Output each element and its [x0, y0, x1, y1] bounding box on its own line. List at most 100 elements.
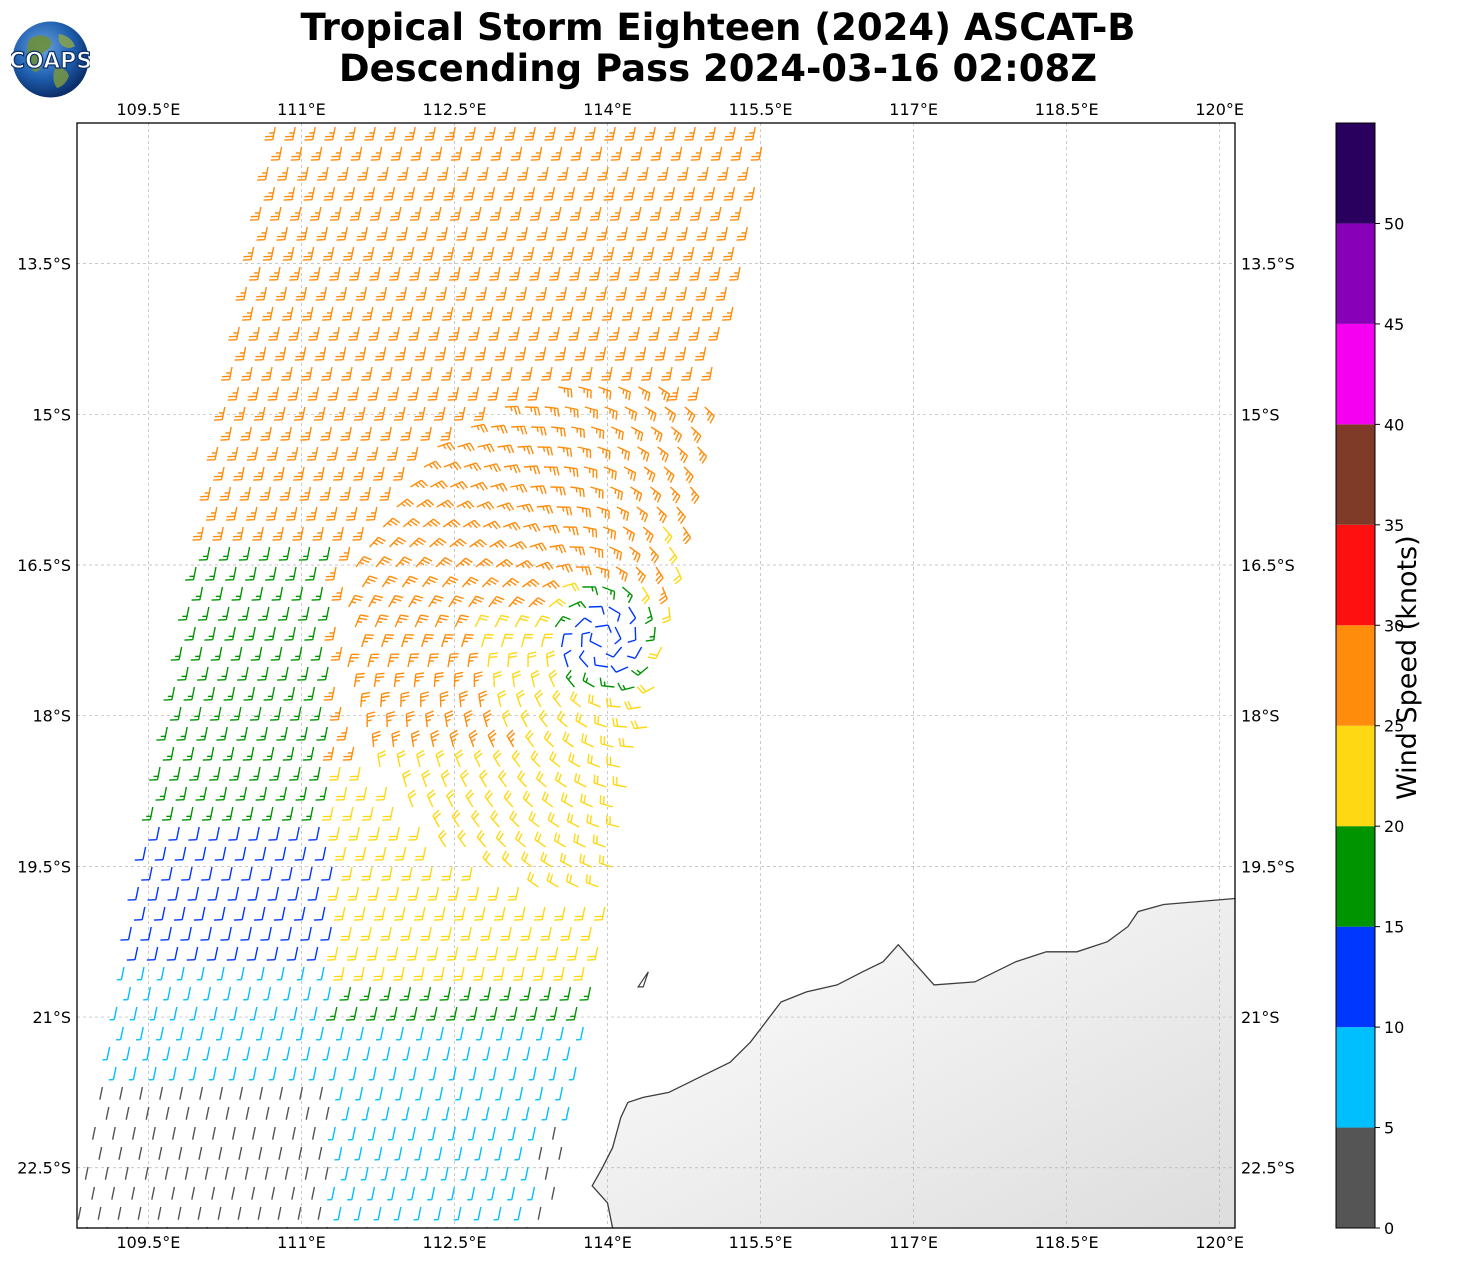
wind-barb [690, 146, 703, 161]
wind-barb [342, 746, 355, 761]
wind-barb [546, 872, 559, 888]
wind-barb [669, 206, 682, 221]
wind-barb [453, 966, 465, 981]
wind-barb [361, 366, 373, 381]
wind-barb [341, 866, 353, 881]
wind-barb [663, 186, 676, 201]
wind-barb [629, 206, 642, 221]
wind-barb [328, 326, 340, 341]
wind-barb [389, 266, 401, 281]
wind-barb [206, 446, 219, 461]
wind-barb [647, 646, 663, 660]
wind-barb [455, 286, 468, 301]
wind-barb [237, 1206, 242, 1220]
wind-barb [276, 966, 285, 981]
wind-barb [453, 906, 466, 921]
wind-barb [603, 466, 617, 480]
wind-barb [367, 653, 380, 668]
wind-barb [356, 226, 368, 241]
wind-barb [704, 126, 716, 141]
wind-barb [166, 946, 179, 961]
wind-barb [171, 1186, 176, 1200]
wind-barb [467, 886, 480, 901]
wind-barb [182, 1046, 191, 1061]
wind-barb [316, 966, 325, 981]
wind-barb [460, 1166, 469, 1181]
wind-barb [219, 486, 232, 501]
wind-barb [353, 1206, 362, 1221]
lat-tick-label-right: 18°S [1241, 707, 1280, 726]
wind-barb [526, 946, 539, 961]
wind-barb [366, 446, 379, 461]
wind-barb [602, 246, 615, 261]
wind-barb [655, 286, 668, 301]
wind-barb [210, 646, 223, 661]
wind-barb [466, 946, 479, 961]
wind-barb [562, 1046, 571, 1061]
wind-barb [603, 186, 616, 201]
wind-barb [360, 692, 371, 708]
wind-barb [300, 426, 312, 441]
wind-barb [554, 346, 567, 361]
wind-barb [317, 166, 329, 181]
wind-barb [239, 486, 252, 501]
wind-barb [221, 366, 233, 381]
wind-barb [441, 866, 453, 881]
wind-barb [332, 526, 344, 541]
wind-barb [373, 966, 385, 981]
wind-barb [271, 586, 284, 601]
wind-barb [419, 986, 432, 1001]
wind-barb [283, 686, 296, 701]
wind-barb [328, 1066, 337, 1081]
wind-barb [333, 906, 346, 921]
wind-barb [374, 846, 387, 861]
wind-barb [645, 626, 656, 642]
wind-barb [463, 186, 476, 201]
wind-barb [329, 706, 342, 721]
wind-barb [175, 1026, 184, 1041]
wind-barb [569, 266, 581, 281]
wind-barb [610, 426, 624, 441]
lon-tick-label-bottom: 111°E [277, 1233, 326, 1252]
wind-barb [158, 1146, 163, 1160]
wind-barb [495, 558, 514, 568]
wind-barb [502, 1046, 511, 1061]
wind-barb [467, 386, 480, 401]
wind-barb [560, 792, 574, 808]
wind-barb [348, 1066, 357, 1081]
colorbar-segment [1336, 223, 1375, 324]
wind-barb [124, 1166, 129, 1180]
wind-barb [433, 1206, 442, 1221]
wind-barb [476, 829, 487, 848]
wind-barb [577, 446, 592, 459]
wind-barb [690, 426, 702, 444]
wind-barb [341, 806, 354, 821]
wind-barb [317, 666, 329, 681]
wind-barb [176, 966, 185, 981]
wind-barb [151, 1186, 156, 1200]
wind-barb [283, 186, 296, 201]
wind-barb [237, 606, 250, 621]
wind-barb [401, 366, 413, 381]
wind-barb [155, 1026, 164, 1041]
wind-barb [180, 926, 192, 941]
wind-barb [515, 689, 525, 708]
wind-barb [658, 586, 668, 605]
wind-barb [235, 286, 248, 301]
wind-barb [164, 1166, 169, 1180]
wind-barb [481, 1106, 490, 1121]
wind-barb [547, 811, 560, 828]
wind-barb [568, 600, 587, 609]
wind-barb [209, 706, 222, 721]
wind-barb [475, 558, 494, 568]
wind-barb [624, 126, 636, 141]
wind-barb [409, 206, 422, 221]
wind-barb [168, 826, 180, 841]
wind-barb [340, 1166, 349, 1181]
wind-barb [393, 406, 406, 421]
wind-barb [524, 126, 536, 141]
wind-barb [410, 479, 428, 489]
wind-barb [465, 1006, 478, 1021]
wind-barb [154, 846, 167, 861]
wind-barb [373, 1206, 382, 1221]
